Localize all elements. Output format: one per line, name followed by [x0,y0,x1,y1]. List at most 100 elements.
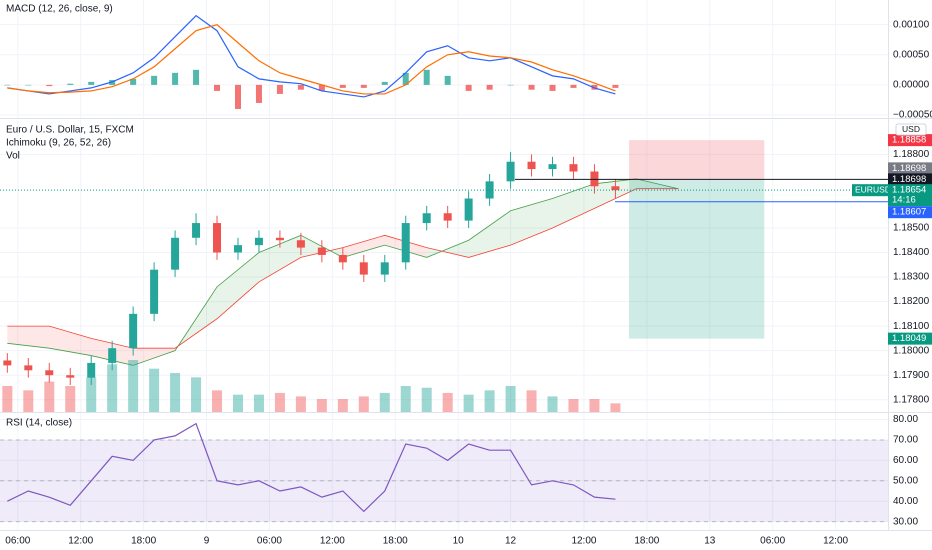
y-tick-label: 1.18100 [893,321,930,332]
histogram-bar [130,78,137,85]
volume-bar [191,377,202,412]
y-tick-label: 0.00000 [893,80,930,91]
price-title: Euro / U.S. Dollar, 15, FXCM [6,125,134,136]
histogram-bar [339,84,346,88]
volume-bar [253,394,264,412]
marker-tag-label: 1.18698 [892,163,926,174]
histogram-bar [151,75,158,85]
candle-body [296,240,305,248]
currency-tag [895,123,927,136]
y-tick-label: −0.00050 [893,110,932,121]
target-zone [629,179,765,339]
macd-line [7,14,616,98]
histogram-bar [25,84,32,86]
volume-bar [547,396,558,412]
y-tick-label: 1.18200 [893,296,930,307]
volume-bar [484,390,495,412]
last-tag [888,184,932,207]
volume-bar [337,399,348,412]
volume-bar [400,386,411,412]
macd-line [7,24,616,95]
histogram-bar [549,84,556,91]
histogram-bar [528,84,535,90]
candle-body [254,237,263,246]
symbol-tag [852,184,888,197]
x-tick-label: 18:00 [383,536,408,547]
histogram-bar [234,84,241,109]
volume-bar [232,394,243,412]
candle-body [192,223,201,238]
cloud-fill [49,326,92,356]
y-tick-label: 1.18400 [893,247,930,258]
x-tick-label: 12:00 [320,536,345,547]
candle-body [527,161,536,170]
volume-bar [107,364,118,412]
candle-body [3,360,12,366]
y-tick-label: 60.00 [893,455,918,466]
histogram-bar [193,69,200,85]
y-tick-label: 80.00 [893,414,918,425]
y-tick-label: 1.18000 [893,345,930,356]
volume-bar [589,399,600,412]
cloud-fill [217,252,259,319]
candle-body [611,186,620,191]
candle-body [275,237,284,241]
volume-bar [505,386,516,412]
candle-body [317,247,326,255]
histogram-bar [402,72,409,85]
x-tick-label: 10 [453,536,465,547]
histogram-bar [255,84,262,103]
volume-bar [526,390,537,412]
candle-body [380,262,389,275]
candle-body [506,161,515,182]
rsi-line [7,422,616,513]
y-tick-label: 1.18500 [893,223,930,234]
volume-bar [2,386,13,412]
histogram-bar [67,83,74,85]
x-tick-label: 18:00 [131,536,156,547]
volume-bar [212,390,223,412]
marker-tag-label: 1.18607 [892,207,926,218]
entry-tag [888,173,932,186]
candle-body [150,269,159,314]
histogram-bar [297,84,304,90]
volume-bar [65,386,76,412]
candle-body [24,365,33,371]
cloud-fill [552,183,595,228]
cloud-fill [133,348,176,366]
volume-bar [358,396,369,412]
candle-body [548,164,557,170]
volume-bar [274,392,285,412]
candle-body [233,245,242,253]
candle-body [171,237,180,270]
candle-body [443,213,452,221]
entry-tag-label: 1.18698 [892,174,926,185]
volume-bar [23,390,34,412]
histogram-bar [612,84,619,88]
volume-bar [170,373,181,412]
candle-body [464,198,473,221]
x-tick-label: 12:00 [823,536,848,547]
stop-tag [888,134,932,147]
indicator-title: Ichimoku (9, 26, 52, 26) [6,138,111,149]
histogram-bar [88,81,95,85]
y-tick-label: 30.00 [893,516,918,527]
indicator-title: Vol [6,151,20,162]
volume-bar [149,368,160,412]
volume-bar [568,399,579,412]
volume-bar [379,392,390,412]
marker-tag [888,162,932,175]
histogram-bar [444,75,451,85]
x-tick-label: 06:00 [5,536,30,547]
x-tick-label: 06:00 [257,536,282,547]
candle-body [569,164,578,172]
volume-bar [128,360,139,412]
cloud-fill [510,198,553,246]
macd-title: MACD (12, 26, close, 9) [6,4,113,15]
rsi-title: RSI (14, close) [6,418,72,429]
histogram-bar [172,72,179,85]
histogram-bar [46,84,53,87]
countdown-label: 14:16 [892,195,916,206]
histogram-bar [465,84,472,91]
y-tick-label: 0.00050 [893,49,930,60]
